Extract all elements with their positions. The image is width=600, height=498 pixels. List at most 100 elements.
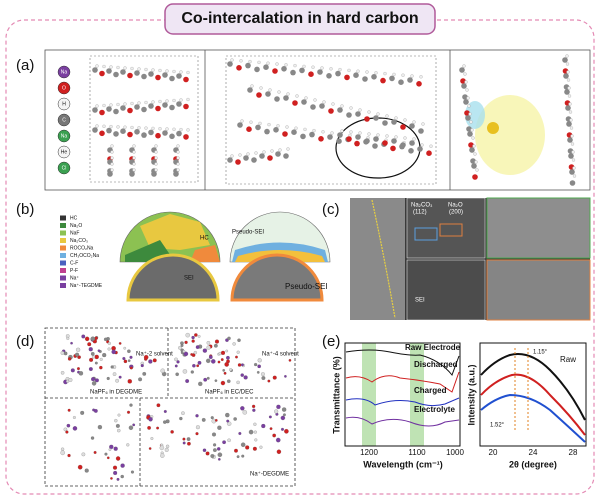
atom — [410, 74, 414, 78]
atom — [372, 143, 378, 149]
legend-swatch — [60, 253, 66, 258]
atom — [227, 157, 233, 163]
atom — [116, 125, 120, 129]
legend-swatch — [60, 245, 66, 251]
atom — [179, 416, 183, 421]
atom — [172, 69, 176, 74]
atom — [72, 426, 78, 431]
atom — [165, 99, 169, 103]
cell-box — [225, 55, 437, 185]
atom — [107, 341, 111, 345]
title-box — [164, 3, 436, 35]
curve-label: Charged — [414, 386, 447, 395]
atom — [169, 104, 175, 111]
tick-label: 1200 — [360, 448, 378, 457]
atom — [179, 127, 183, 132]
atom — [92, 67, 98, 73]
atom — [232, 342, 236, 346]
legend-swatch — [57, 81, 71, 95]
atom — [311, 65, 315, 69]
atom — [217, 452, 223, 458]
atom — [225, 349, 229, 353]
atom — [104, 452, 108, 456]
atom — [211, 359, 216, 364]
atom — [391, 138, 397, 144]
atom — [190, 370, 194, 374]
atom — [94, 361, 98, 365]
atom — [137, 67, 141, 71]
atom — [205, 451, 210, 456]
atom — [111, 349, 116, 355]
atom — [176, 162, 180, 166]
atom — [110, 162, 114, 166]
atom — [127, 410, 131, 414]
atom — [217, 425, 222, 430]
atom — [90, 352, 95, 356]
atom — [107, 347, 111, 351]
atom — [60, 351, 65, 355]
atom — [120, 105, 126, 111]
atom — [251, 404, 256, 409]
atom — [487, 122, 499, 134]
atom — [63, 351, 68, 356]
atom — [238, 153, 242, 157]
legend-swatch — [60, 223, 66, 228]
inset-box — [414, 227, 438, 241]
atom — [106, 68, 112, 74]
legend-label: NaF — [70, 230, 79, 236]
atom — [116, 477, 120, 481]
atom — [226, 355, 230, 360]
atom — [321, 130, 325, 134]
atom — [160, 453, 165, 458]
atom — [112, 372, 117, 376]
atom — [128, 425, 134, 430]
atom — [409, 123, 415, 129]
atom — [459, 67, 465, 73]
annotation: (112) — [413, 210, 427, 216]
legend-label: Na — [61, 69, 68, 75]
atom — [240, 119, 244, 123]
atom — [235, 159, 241, 165]
atom — [392, 72, 396, 77]
atom — [331, 102, 335, 106]
atom — [102, 103, 106, 108]
atom — [176, 73, 182, 79]
atom — [246, 126, 252, 132]
atom — [195, 345, 200, 349]
atom — [248, 429, 254, 435]
atom — [301, 99, 307, 105]
annotation: 1.52° — [490, 423, 505, 429]
atom — [283, 413, 286, 417]
atom — [195, 432, 199, 436]
atom — [471, 136, 475, 140]
atom — [275, 62, 279, 66]
atom — [326, 73, 332, 79]
panel-label: (a) — [16, 57, 34, 74]
atom — [261, 376, 266, 380]
atom — [255, 124, 261, 131]
atom — [165, 444, 170, 448]
atom — [113, 446, 118, 451]
atom — [90, 436, 95, 440]
atom — [309, 131, 315, 138]
atom — [169, 75, 175, 82]
particle — [126, 253, 220, 302]
atom — [474, 160, 478, 164]
atom — [349, 106, 353, 110]
atom — [236, 380, 240, 385]
atom — [158, 99, 162, 104]
atom — [300, 133, 306, 140]
atom — [80, 410, 85, 415]
atom — [568, 110, 573, 114]
atom — [102, 64, 106, 69]
atom — [416, 81, 422, 87]
atom — [113, 108, 119, 115]
atom — [220, 358, 224, 361]
atom — [132, 162, 136, 166]
atom — [76, 347, 81, 352]
curve — [345, 349, 460, 377]
atom — [358, 131, 362, 135]
atom — [70, 368, 75, 373]
atom — [67, 453, 71, 458]
